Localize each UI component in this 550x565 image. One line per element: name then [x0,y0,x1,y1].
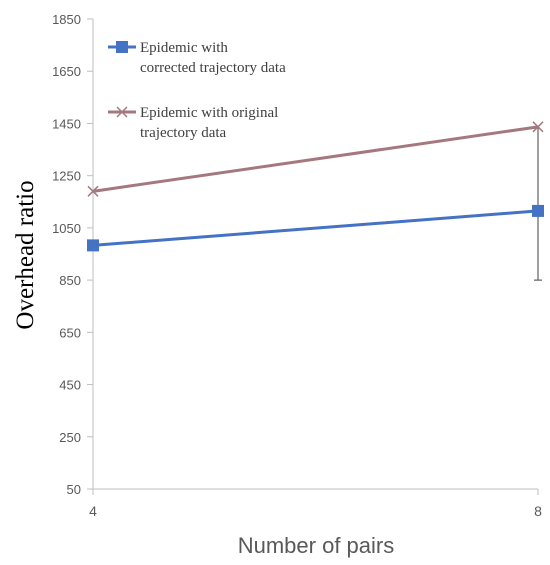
series-line [92,125,539,193]
series-1 [87,204,544,252]
y-tick-label: 1250 [52,169,81,184]
y-tick-label: 1450 [52,116,81,131]
data-point [87,239,99,252]
y-tick-label: 1650 [52,64,81,79]
y-axis-ticks: 50 250 450 650 850 1050 1250 1450 1650 1850 [52,12,93,497]
x-tick-label: 4 [89,503,97,519]
axes [92,19,542,490]
series-group [87,121,544,252]
legend: Epidemic with corrected trajectory data Ep… [108,40,286,141]
y-tick-label: 1050 [52,221,81,236]
series-line [92,209,539,247]
x-axis-label: Number of pairs [238,533,395,558]
data-point [532,204,544,217]
y-tick-label: 1850 [52,12,81,27]
y-tick-label: 50 [67,482,81,497]
y-axis-label: Overhead ratio [12,180,39,329]
legend-marker [116,41,128,53]
data-point [532,121,544,133]
legend-item: Epidemic with corrected trajectory data [108,40,286,76]
legend-marker [116,106,128,118]
y-tick-label: 250 [59,430,81,445]
data-point [87,185,99,197]
legend-label: Epidemic with original trajectory data [140,105,278,141]
y-tick-label: 650 [59,325,81,340]
y-tick-label: 850 [59,273,81,288]
legend-label: Epidemic with corrected trajectory data [140,40,286,76]
x-tick-label: 8 [534,503,542,519]
legend-item: Epidemic with original trajectory data [108,105,278,141]
series-2 [87,121,544,197]
y-tick-label: 450 [59,378,81,393]
